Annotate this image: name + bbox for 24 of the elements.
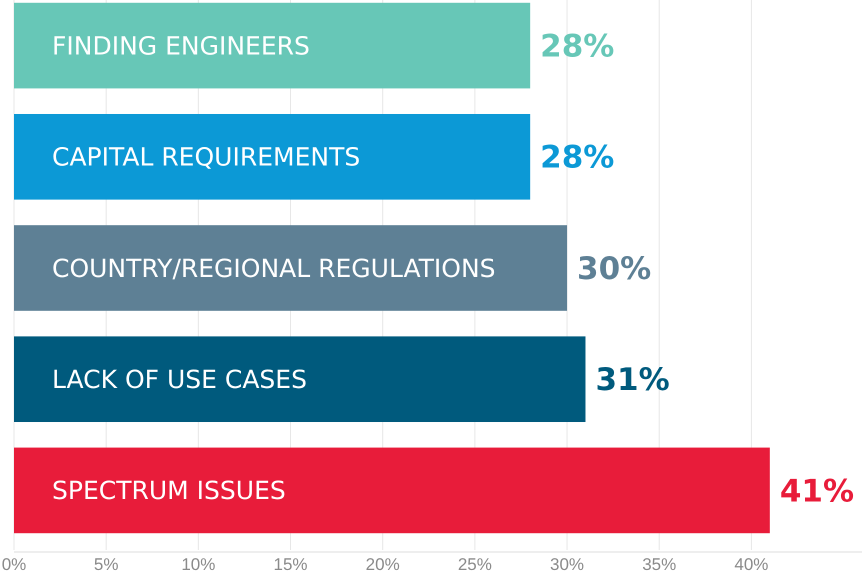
bar bbox=[14, 225, 568, 311]
bar bbox=[14, 114, 530, 200]
x-tick-label: 0% bbox=[2, 555, 26, 574]
data-label: 28% bbox=[540, 28, 614, 64]
data-label: 30% bbox=[577, 250, 652, 287]
x-tick-label: 35% bbox=[642, 555, 676, 574]
x-tick-label: 10% bbox=[181, 555, 216, 574]
x-tick-label: 40% bbox=[734, 555, 768, 574]
x-tick-label: 15% bbox=[274, 555, 308, 574]
bar bbox=[14, 2, 530, 88]
data-label: 41% bbox=[780, 473, 854, 510]
x-tick-label: 25% bbox=[458, 555, 492, 574]
y-tick-label: CAPITAL REQUIREMENTS bbox=[52, 142, 360, 172]
x-tick-label: 5% bbox=[94, 555, 118, 574]
y-tick-label: FINDING ENGINEERS bbox=[52, 31, 310, 60]
x-tick-label: 20% bbox=[366, 555, 400, 574]
y-tick-label: LACK OF USE CASES bbox=[52, 364, 307, 394]
y-tick-label: COUNTRY/REGIONAL REGULATIONS bbox=[52, 254, 496, 283]
y-tick-label: SPECTRUM ISSUES bbox=[52, 476, 286, 506]
bar bbox=[14, 448, 770, 534]
data-label: 31% bbox=[595, 362, 670, 398]
bar bbox=[14, 336, 586, 422]
data-label: 28% bbox=[540, 140, 614, 176]
x-tick-label: 30% bbox=[550, 555, 584, 574]
